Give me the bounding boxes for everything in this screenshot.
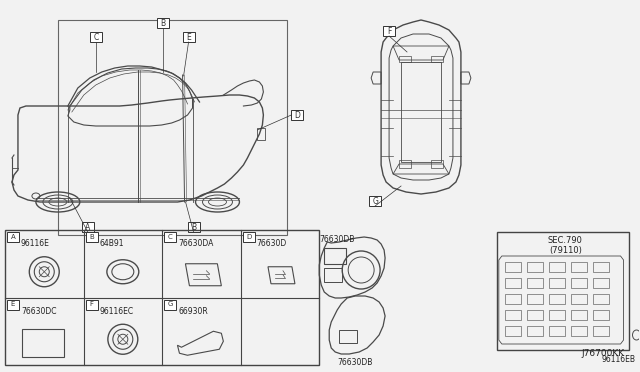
Bar (369, 196, 381, 206)
Bar (527, 326, 543, 336)
Bar (324, 248, 346, 264)
Bar (548, 294, 564, 304)
Text: D: D (294, 110, 300, 119)
Bar (257, 128, 266, 140)
Bar (188, 222, 200, 232)
Bar (505, 294, 521, 304)
Bar (164, 232, 176, 242)
Bar (571, 310, 587, 320)
Text: C: C (168, 234, 172, 240)
Text: 66930R: 66930R (178, 307, 208, 315)
Text: A: A (85, 222, 90, 231)
Bar (82, 222, 94, 232)
Bar (399, 56, 411, 62)
Bar (164, 299, 176, 310)
Bar (571, 294, 587, 304)
Bar (324, 268, 342, 282)
Bar (7, 232, 19, 242)
Bar (505, 326, 521, 336)
Text: 96116EB: 96116EB (602, 355, 636, 364)
Bar (527, 262, 543, 272)
Bar (90, 32, 102, 42)
Bar (497, 232, 628, 350)
Text: 76630DA: 76630DA (178, 239, 214, 248)
Bar (571, 278, 587, 288)
Bar (593, 310, 609, 320)
Bar (548, 278, 564, 288)
Bar (505, 310, 521, 320)
Bar (548, 310, 564, 320)
Text: 96116EC: 96116EC (99, 307, 134, 315)
Bar (58, 20, 287, 235)
Bar (383, 26, 395, 36)
Bar (593, 278, 609, 288)
Text: C: C (93, 32, 99, 42)
Bar (243, 232, 255, 242)
Bar (399, 160, 411, 168)
Bar (431, 56, 443, 62)
Bar (593, 326, 609, 336)
Bar (5, 230, 319, 365)
Bar (86, 299, 97, 310)
Text: G: G (372, 196, 378, 205)
Text: D: D (246, 234, 252, 240)
Bar (86, 232, 97, 242)
Bar (527, 310, 543, 320)
Text: 76630DB: 76630DB (337, 358, 372, 367)
Text: B: B (160, 19, 165, 28)
Text: A: A (11, 234, 15, 240)
Text: SEC.790
(79110): SEC.790 (79110) (548, 236, 583, 256)
Bar (401, 62, 441, 162)
Bar (593, 262, 609, 272)
Bar (22, 329, 64, 357)
Bar (291, 110, 303, 120)
Text: B: B (89, 234, 94, 240)
Text: F: F (90, 301, 93, 308)
Text: 76630DB: 76630DB (319, 235, 355, 244)
Bar (431, 160, 443, 168)
Text: 64B91: 64B91 (99, 239, 124, 248)
Bar (339, 330, 357, 343)
Bar (527, 278, 543, 288)
Text: E: E (11, 301, 15, 308)
Bar (548, 326, 564, 336)
Text: 76630D: 76630D (257, 239, 287, 248)
Text: 96116E: 96116E (21, 239, 50, 248)
Text: G: G (168, 301, 173, 308)
Text: 76630DC: 76630DC (21, 307, 56, 315)
Bar (157, 18, 168, 28)
Text: F: F (387, 26, 391, 35)
Bar (505, 262, 521, 272)
Bar (505, 278, 521, 288)
Bar (182, 32, 195, 42)
Bar (571, 326, 587, 336)
Bar (7, 299, 19, 310)
Bar (548, 262, 564, 272)
Text: B: B (191, 222, 196, 231)
Bar (593, 294, 609, 304)
Text: J76700KK: J76700KK (581, 349, 625, 358)
Bar (527, 294, 543, 304)
Bar (571, 262, 587, 272)
Text: E: E (186, 32, 191, 42)
